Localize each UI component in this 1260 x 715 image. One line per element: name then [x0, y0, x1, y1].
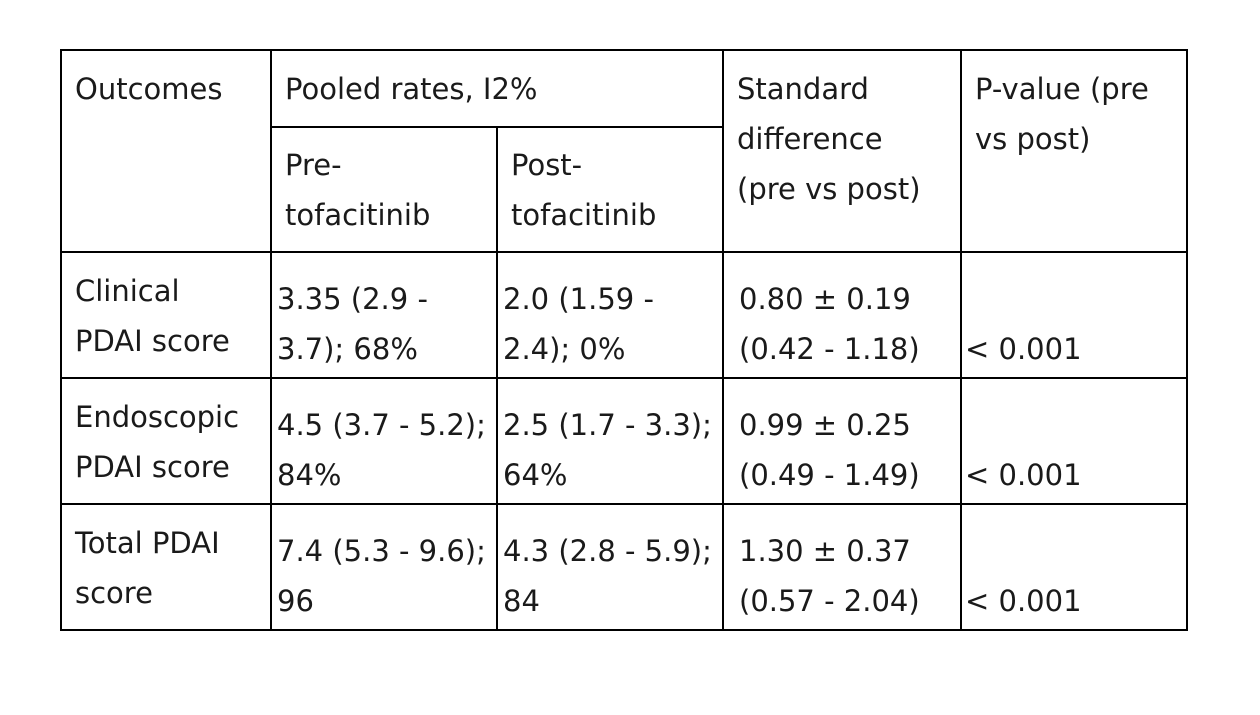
pre-line1: 4.5 (3.7 - 5.2); — [277, 408, 486, 442]
pre-line2: 96 — [277, 584, 314, 618]
row-total-pvalue: < 0.001 — [965, 576, 1082, 626]
grid-line — [270, 51, 272, 629]
header-std-diff-line1: Standard — [737, 72, 869, 106]
outcome-line2: score — [75, 576, 153, 610]
outcome-line1: Clinical — [75, 274, 180, 308]
std-line2: (0.42 - 1.18) — [739, 332, 920, 366]
post-line2: 2.4); 0% — [503, 332, 626, 366]
row-total-post: 4.3 (2.8 - 5.9); 84 — [503, 526, 712, 626]
post-line1: 2.5 (1.7 - 3.3); — [503, 408, 712, 442]
header-pvalue: P-value (pre vs post) — [975, 64, 1149, 164]
header-std-diff-line2: difference — [737, 122, 883, 156]
row-endoscopic-pvalue: < 0.001 — [965, 450, 1082, 500]
row-total-outcome: Total PDAI score — [75, 518, 220, 618]
row-endoscopic-std: 0.99 ± 0.25 (0.49 - 1.49) — [739, 400, 920, 500]
post-line2: 84 — [503, 584, 540, 618]
row-endoscopic-outcome: Endoscopic PDAI score — [75, 392, 239, 492]
header-post-line1: Post- — [511, 148, 583, 182]
row-clinical-std: 0.80 ± 0.19 (0.42 - 1.18) — [739, 274, 920, 374]
pre-line1: 7.4 (5.3 - 9.6); — [277, 534, 486, 568]
header-pvalue-line2: vs post) — [975, 122, 1091, 156]
row-total-std: 1.30 ± 0.37 (0.57 - 2.04) — [739, 526, 920, 626]
header-post: Post- tofacitinib — [511, 140, 656, 240]
grid-line — [62, 503, 1186, 505]
grid-line — [62, 377, 1186, 379]
grid-line — [722, 51, 724, 629]
std-line1: 1.30 ± 0.37 — [739, 534, 911, 568]
header-post-line2: tofacitinib — [511, 198, 657, 232]
grid-line — [960, 51, 962, 629]
grid-line — [270, 126, 724, 128]
pvalue-text: < 0.001 — [965, 584, 1082, 618]
outcome-line2: PDAI score — [75, 324, 230, 358]
std-line2: (0.49 - 1.49) — [739, 458, 920, 492]
header-outcomes: Outcomes — [75, 64, 222, 114]
row-total-pre: 7.4 (5.3 - 9.6); 96 — [277, 526, 486, 626]
post-line1: 2.0 (1.59 - — [503, 282, 654, 316]
results-table: Outcomes Pooled rates, I2% Pre- tofaciti… — [60, 49, 1188, 631]
post-line2: 64% — [503, 458, 568, 492]
pre-line2: 84% — [277, 458, 342, 492]
header-outcomes-text: Outcomes — [75, 72, 223, 106]
outcome-line1: Total PDAI — [75, 526, 220, 560]
pre-line1: 3.35 (2.9 - — [277, 282, 428, 316]
row-clinical-outcome: Clinical PDAI score — [75, 266, 230, 366]
row-clinical-post: 2.0 (1.59 - 2.4); 0% — [503, 274, 654, 374]
row-endoscopic-post: 2.5 (1.7 - 3.3); 64% — [503, 400, 712, 500]
header-pooled-rates-text: Pooled rates, I2% — [285, 72, 538, 106]
header-std-diff: Standard difference (pre vs post) — [737, 64, 921, 214]
std-line1: 0.80 ± 0.19 — [739, 282, 911, 316]
pvalue-text: < 0.001 — [965, 458, 1082, 492]
row-endoscopic-pre: 4.5 (3.7 - 5.2); 84% — [277, 400, 486, 500]
header-pre-line2: tofacitinib — [285, 198, 431, 232]
outcome-line1: Endoscopic — [75, 400, 240, 434]
header-pre-line1: Pre- — [285, 148, 342, 182]
header-std-diff-line3: (pre vs post) — [737, 172, 921, 206]
header-pre: Pre- tofacitinib — [285, 140, 430, 240]
outcome-line2: PDAI score — [75, 450, 230, 484]
pre-line2: 3.7); 68% — [277, 332, 418, 366]
grid-line — [62, 251, 1186, 253]
std-line1: 0.99 ± 0.25 — [739, 408, 911, 442]
post-line1: 4.3 (2.8 - 5.9); — [503, 534, 712, 568]
row-clinical-pre: 3.35 (2.9 - 3.7); 68% — [277, 274, 428, 374]
std-line2: (0.57 - 2.04) — [739, 584, 920, 618]
header-pvalue-line1: P-value (pre — [975, 72, 1149, 106]
pvalue-text: < 0.001 — [965, 332, 1082, 366]
header-pooled-rates: Pooled rates, I2% — [285, 64, 537, 114]
row-clinical-pvalue: < 0.001 — [965, 324, 1082, 374]
